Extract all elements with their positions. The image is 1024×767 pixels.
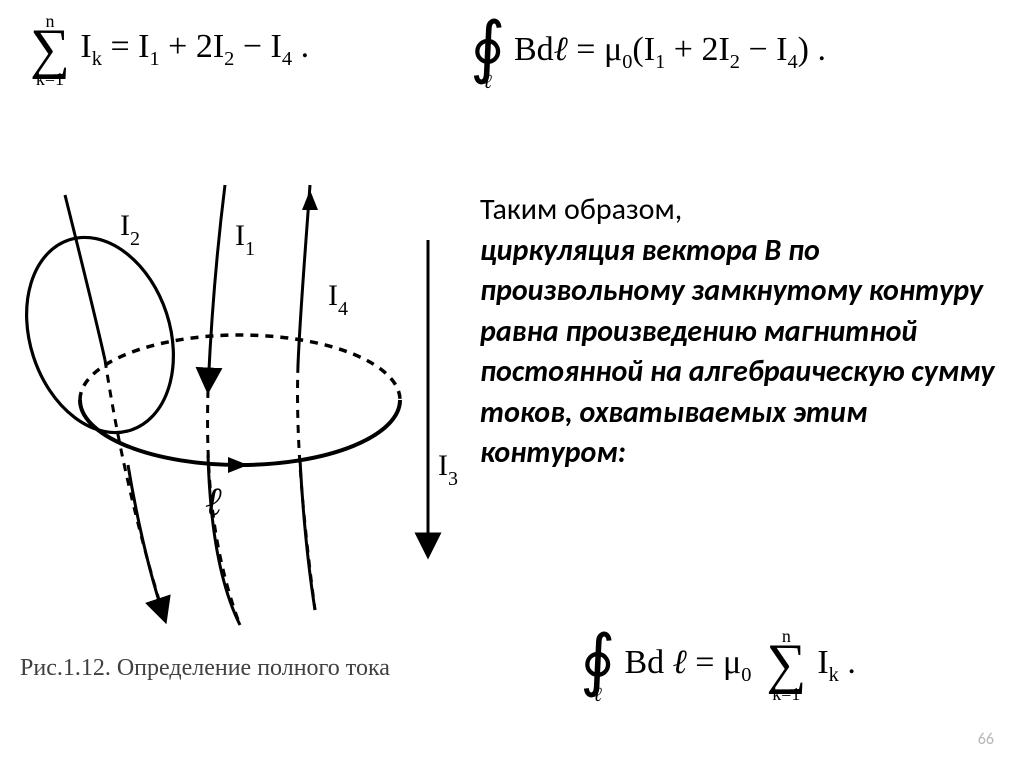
integral-body: Bdℓ = μ0(I1 + 2I2 − I4) . <box>514 31 826 74</box>
label-ell: ℓ <box>205 479 222 524</box>
label-I3-sub: 3 <box>448 468 458 490</box>
equations-row: n ∑ k=1 Ik = I1 + 2I2 − I4 . ∮ ℓ Bdℓ = μ… <box>0 12 1024 132</box>
sum-lower: k=1 <box>30 70 70 88</box>
integral-operator-2: ∮ ℓ <box>580 625 615 705</box>
diagram-caption: Рис.1.12. Определение полного тока <box>20 655 450 682</box>
sigma-icon: ∑ <box>30 26 70 74</box>
sigma-operator-2: n ∑ k=1 <box>766 627 806 703</box>
integral-icon-2: ∮ <box>580 633 615 687</box>
sum-body: Ik = I1 + 2I2 − I4 . <box>80 28 309 71</box>
integral-icon: ∮ <box>470 20 505 74</box>
sigma-operator: n ∑ k=1 <box>30 12 70 88</box>
label-I4: I <box>328 279 338 312</box>
sigma-icon-2: ∑ <box>766 641 806 689</box>
label-I1-sub: 1 <box>245 238 255 260</box>
integral-operator: ∮ ℓ <box>470 12 505 92</box>
sum-lower-2: k=1 <box>766 685 806 703</box>
explanation-text: Таким образом, циркуляция вектора B по п… <box>480 190 1010 474</box>
label-I1: I <box>235 219 245 252</box>
diagram-svg: I 2 I 1 I 4 I 3 ℓ <box>10 165 460 645</box>
label-I3: I <box>438 449 448 482</box>
eq-bottom-lhs: Bd ℓ = μ0 <box>624 644 751 687</box>
eq-bottom-rhs: Ik . <box>817 644 856 687</box>
diagram: I 2 I 1 I 4 I 3 ℓ Рис.1.12. Определение … <box>10 165 460 685</box>
equation-conclusion: ∮ ℓ Bd ℓ = μ0 n ∑ k=1 Ik . <box>580 625 856 705</box>
text-intro: Таким образом, <box>480 191 682 228</box>
equation-integral: ∮ ℓ Bdℓ = μ0(I1 + 2I2 − I4) . <box>470 12 826 92</box>
page-number: 66 <box>978 730 994 749</box>
label-I2-sub: 2 <box>130 228 140 250</box>
label-I2: I <box>120 209 130 242</box>
label-I4-sub: 4 <box>338 298 348 320</box>
equation-sum: n ∑ k=1 Ik = I1 + 2I2 − I4 . <box>30 12 309 88</box>
text-body: циркуляция вектора B по произвольному за… <box>480 232 994 472</box>
